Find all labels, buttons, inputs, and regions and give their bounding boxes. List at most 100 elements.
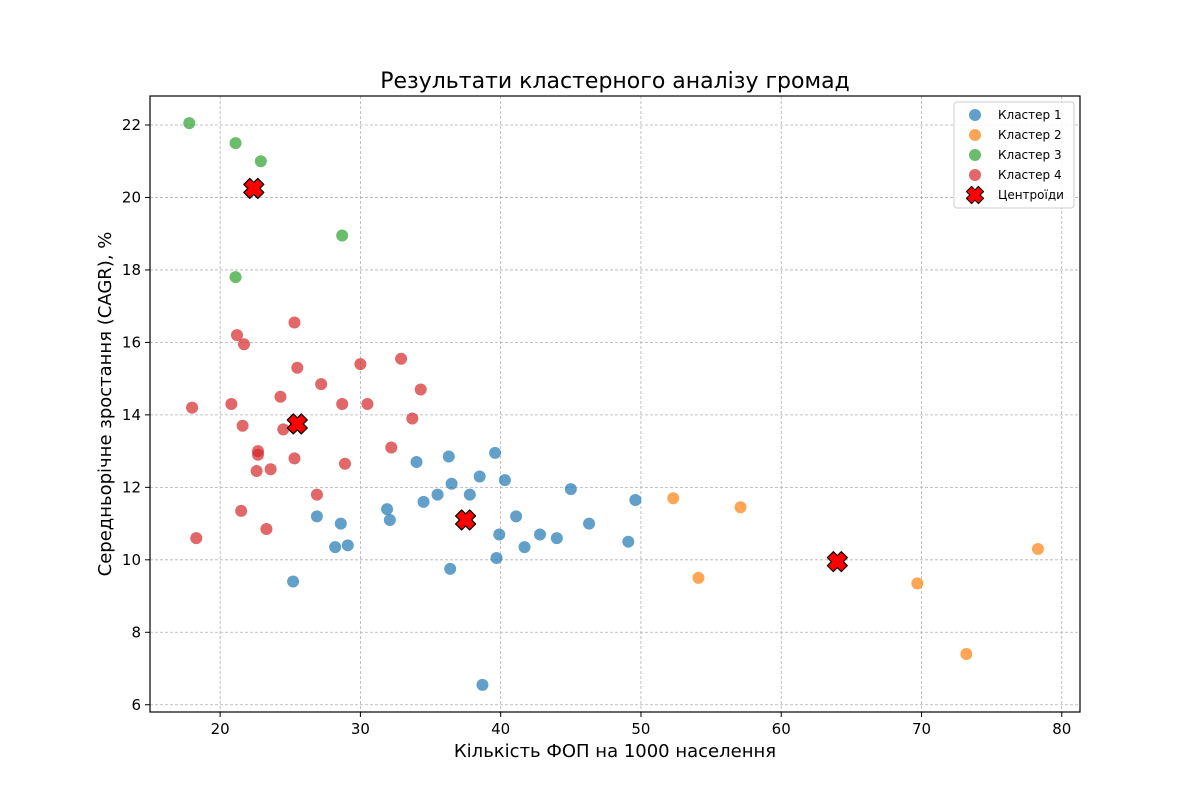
- data-point-cluster-1: [498, 474, 511, 487]
- x-tick-label: 70: [912, 720, 931, 738]
- data-point-cluster-1: [518, 541, 531, 554]
- centroid-marker: [826, 551, 848, 573]
- x-tick-label: 50: [631, 720, 650, 738]
- data-point-cluster-1: [329, 541, 342, 554]
- y-tick-label: 6: [131, 696, 141, 714]
- data-point-cluster-1: [533, 528, 546, 541]
- data-point-cluster-4: [336, 398, 349, 410]
- data-point-cluster-1: [622, 535, 635, 548]
- data-point-cluster-1: [431, 488, 444, 501]
- centroid-marker: [455, 509, 477, 531]
- data-point-cluster-4: [406, 412, 419, 425]
- data-point-cluster-1: [383, 513, 396, 526]
- data-point-cluster-1: [564, 483, 577, 496]
- data-point-cluster-1: [381, 503, 394, 516]
- legend: Кластер 1 Кластер 2 Кластер 3 Кластер 4 …: [953, 101, 1075, 209]
- data-point-cluster-4: [395, 352, 408, 365]
- data-point-cluster-1: [445, 477, 458, 490]
- y-tick-label: 20: [122, 188, 141, 206]
- data-point-cluster-1: [510, 510, 523, 523]
- data-point-cluster-2: [667, 492, 680, 505]
- data-point-cluster-4: [225, 398, 238, 410]
- data-point-cluster-3: [229, 137, 242, 150]
- data-point-cluster-4: [414, 383, 427, 396]
- data-point-cluster-1: [629, 494, 642, 507]
- centroid-marker: [243, 177, 265, 199]
- x-axis-label: Кількість ФОП на 1000 населення: [454, 741, 776, 762]
- legend-marker-cluster-1: [969, 109, 981, 121]
- legend-marker-cluster-3: [969, 149, 981, 161]
- data-point-cluster-1: [287, 575, 300, 588]
- data-point-cluster-1: [417, 495, 430, 508]
- data-point-cluster-3: [336, 229, 349, 242]
- data-point-cluster-1: [473, 470, 486, 483]
- data-point-cluster-1: [490, 552, 503, 564]
- centroid-marker: [286, 413, 308, 435]
- data-point-cluster-1: [410, 455, 423, 468]
- y-tick-label: 12: [122, 478, 141, 496]
- data-point-cluster-1: [550, 532, 563, 545]
- y-tick-label: 10: [122, 551, 141, 569]
- data-point-cluster-4: [190, 532, 203, 545]
- data-points: [183, 117, 1044, 691]
- data-point-cluster-1: [493, 528, 506, 541]
- data-point-cluster-1: [334, 517, 347, 530]
- data-point-cluster-4: [354, 358, 367, 371]
- y-tick-label: 8: [131, 623, 141, 641]
- data-point-cluster-4: [264, 463, 277, 476]
- y-tick-label: 22: [122, 116, 141, 134]
- y-tick-label: 16: [122, 333, 141, 351]
- data-point-cluster-4: [385, 441, 398, 454]
- data-point-cluster-4: [252, 448, 265, 461]
- data-point-cluster-3: [229, 271, 242, 284]
- x-tick-label: 40: [491, 720, 510, 738]
- data-point-cluster-2: [734, 501, 747, 514]
- data-point-cluster-1: [463, 488, 476, 501]
- data-point-cluster-4: [291, 361, 304, 374]
- data-point-cluster-3: [183, 117, 196, 130]
- y-tick-label: 18: [122, 261, 141, 279]
- data-point-cluster-1: [489, 446, 502, 459]
- x-tick-label: 60: [772, 720, 791, 738]
- data-point-cluster-4: [230, 329, 243, 342]
- data-point-cluster-4: [310, 488, 323, 501]
- y-axis-label: Середньорічне зростання (CAGR), %: [95, 232, 116, 577]
- legend-marker-cluster-2: [969, 129, 981, 141]
- data-point-cluster-4: [274, 390, 287, 403]
- data-point-cluster-1: [341, 539, 354, 552]
- legend-label-cluster-1: Кластер 1: [998, 108, 1062, 122]
- legend-label-cluster-2: Кластер 2: [998, 128, 1062, 142]
- y-tick-label: 14: [122, 406, 141, 424]
- x-tick-label: 30: [351, 720, 370, 738]
- data-point-cluster-1: [583, 517, 596, 530]
- data-point-cluster-2: [960, 648, 973, 661]
- data-point-cluster-4: [250, 465, 263, 478]
- grid-lines: [150, 96, 1080, 712]
- data-point-cluster-4: [315, 378, 328, 391]
- x-tick-label: 20: [211, 720, 230, 738]
- data-point-cluster-1: [442, 450, 455, 463]
- legend-label-cluster-4: Кластер 4: [998, 168, 1062, 182]
- data-point-cluster-4: [361, 398, 374, 410]
- data-point-cluster-1: [310, 510, 323, 523]
- data-point-cluster-2: [692, 571, 705, 584]
- data-point-cluster-1: [476, 678, 489, 691]
- legend-frame: [953, 101, 1075, 209]
- data-point-cluster-4: [338, 457, 351, 470]
- data-point-cluster-4: [236, 419, 249, 432]
- axis-ticks: 20 30 40 50 60 70 80 6 8 10 12 14 16 18 20 22: [122, 116, 1071, 738]
- data-point-cluster-2: [1031, 542, 1044, 555]
- chart-title: Результати кластерного аналізу громад: [380, 69, 850, 94]
- legend-marker-cluster-4: [969, 169, 981, 181]
- x-tick-label: 80: [1052, 720, 1071, 738]
- data-point-cluster-3: [254, 155, 267, 168]
- data-point-cluster-2: [911, 577, 924, 590]
- data-point-cluster-4: [288, 316, 301, 329]
- data-point-cluster-4: [237, 338, 250, 351]
- legend-label-centroids: Центроїди: [998, 188, 1064, 202]
- legend-marker-centroids: [965, 185, 985, 205]
- data-point-cluster-4: [235, 504, 248, 517]
- data-point-cluster-4: [288, 452, 301, 465]
- data-point-cluster-4: [277, 423, 290, 436]
